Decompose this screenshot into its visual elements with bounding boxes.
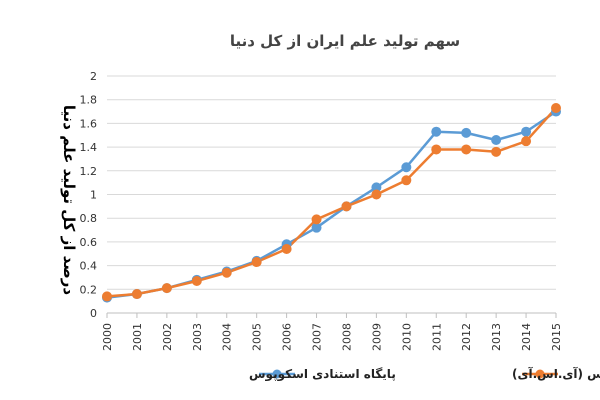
x-tick-label: 2003 (191, 323, 204, 351)
series-1-point (161, 283, 172, 294)
x-tick-label: 2005 (251, 323, 264, 351)
y-tick-label: 1.4 (80, 141, 98, 154)
legend-marker-0 (272, 369, 282, 379)
y-tick-label: 0.6 (80, 236, 98, 249)
series-1-point (371, 189, 382, 200)
series-1-point (311, 214, 322, 225)
series-1-point (191, 276, 202, 287)
series-1-point (251, 257, 262, 268)
y-tick-label: 1.8 (80, 94, 98, 107)
series-0-point (521, 126, 532, 137)
x-tick-label: 2002 (161, 323, 174, 351)
y-tick-label: 2 (90, 70, 97, 83)
x-tick-label: 2010 (400, 323, 413, 351)
y-axis-label: درصد از کل تولید علم دنیا (60, 105, 78, 295)
series-1-point (281, 244, 292, 255)
series-1-point (102, 291, 112, 302)
series-1-point (461, 144, 472, 155)
series-0-point (401, 162, 412, 173)
series-1-point (131, 289, 142, 300)
series-1-point (431, 144, 442, 155)
y-tick-label: 0 (90, 307, 97, 320)
series-0-point (491, 134, 502, 145)
x-tick-label: 2009 (370, 323, 383, 351)
x-tick-label: 2000 (101, 323, 114, 351)
y-tick-label: 0.4 (80, 260, 98, 273)
axes: 0 0.2 0.4 0.6 0.8 1 1.2 1.4 1.6 1.8 2 2000 2001 2002 2… (80, 70, 564, 351)
gridlines (107, 75, 556, 290)
y-tick-label: 0.2 (80, 283, 98, 296)
x-tick-label: 2011 (430, 323, 443, 351)
legend-marker-1 (535, 369, 545, 379)
series-1-point (341, 201, 352, 212)
series-lines (102, 102, 561, 303)
series-1-point (221, 267, 232, 278)
x-tick-label: 2007 (311, 323, 324, 351)
y-tick-label: 1.2 (80, 165, 98, 178)
series-0-point (311, 222, 322, 233)
series-1-point (491, 146, 502, 157)
legend-label-0: پایگاه استنادی اسکوپوس (249, 367, 396, 382)
x-tick-label: 2015 (550, 323, 563, 351)
x-tick-label: 2004 (221, 323, 234, 351)
series-0-point (461, 127, 472, 138)
x-tick-label: 2014 (520, 323, 533, 351)
x-tick-label: 2013 (490, 323, 503, 351)
x-tick-label: 2008 (340, 323, 353, 351)
series-1-point (551, 102, 561, 113)
y-tick-label: 1.6 (80, 117, 98, 130)
y-tick-label: 1 (90, 189, 97, 202)
x-tick-label: 2006 (281, 323, 294, 351)
legend-label-1: پایگاه استنادی وب ساینس (آی.اس.آی) (512, 366, 600, 382)
x-tick-label: 2001 (131, 323, 144, 351)
series-0-point (431, 126, 442, 137)
chart-title: سهم تولید علم ایران از کل دنیا (230, 32, 460, 50)
x-tick-label: 2012 (460, 323, 473, 351)
y-tick-label: 0.8 (80, 212, 98, 225)
series-line-1 (105, 106, 558, 298)
legend: پایگاه استنادی وب ساینس (آی.اس.آی) پایگاه… (249, 366, 600, 382)
series-1-point (521, 136, 532, 147)
series-1-point (401, 175, 412, 186)
